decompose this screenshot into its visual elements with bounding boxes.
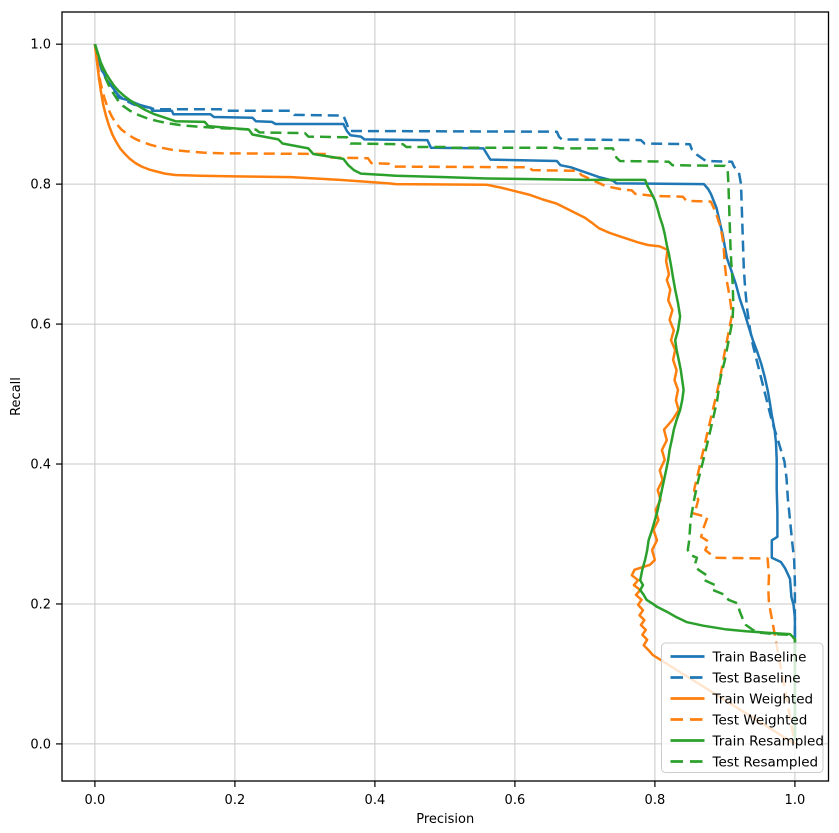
y-tick-label: 0.4 [30,458,51,473]
x-tick-label: 1.0 [785,793,806,808]
y-tick-label: 0.0 [30,737,51,752]
x-tick-label: 0.8 [645,793,666,808]
y-tick-label: 0.8 [30,178,51,193]
legend [661,642,824,773]
legend-label: Test Resampled [712,754,819,770]
y-tick-label: 0.6 [30,318,51,333]
x-tick-label: 0.4 [365,793,386,808]
legend-label: Train Baseline [712,649,807,665]
y-tick-label: 1.0 [30,38,51,53]
curve-test-baseline [93,43,797,737]
ticks [56,43,796,787]
axes-spines [61,11,830,782]
x-tick-label: 0.0 [85,793,106,808]
x-tick-label: 0.2 [225,793,246,808]
y-tick-label: 0.2 [30,597,51,612]
y-axis-label: Recall [9,377,24,416]
x-axis-label: Precision [416,812,474,827]
curves [93,43,797,745]
legend-label: Train Resampled [712,733,824,749]
curve-train-weighted [93,44,796,745]
legend-label: Test Weighted [712,712,808,728]
legend-label: Test Baseline [712,670,801,686]
legend-label: Train Weighted [712,691,814,707]
x-tick-label: 0.6 [505,793,526,808]
curve-test-resampled [93,43,797,741]
curve-train-resampled [93,43,797,741]
